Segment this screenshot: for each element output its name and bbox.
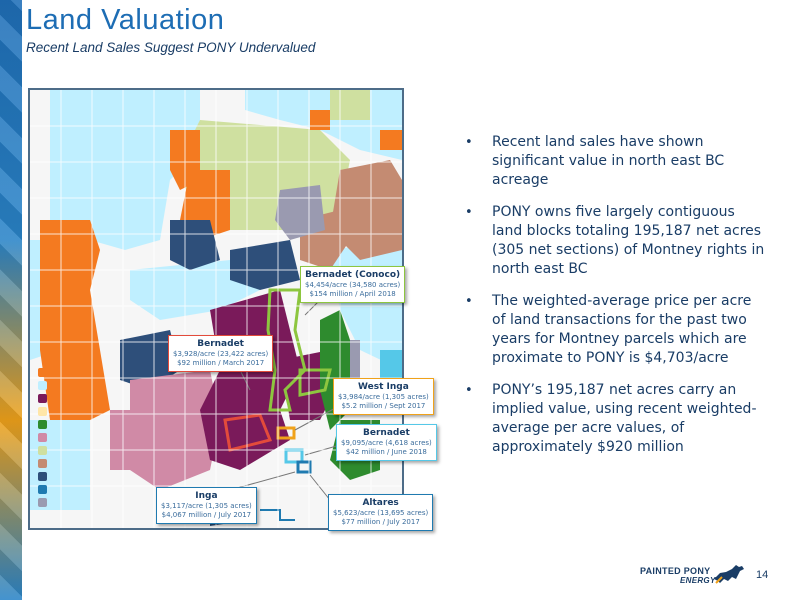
horse-logo-icon xyxy=(714,565,744,584)
callout-title: Bernadet xyxy=(197,339,244,349)
land-map-graphic xyxy=(30,90,402,528)
bullet-item: • Recent land sales have shown significan… xyxy=(465,133,765,190)
land-map xyxy=(28,88,404,530)
callout-total: $42 million / June 2018 xyxy=(345,448,427,456)
callout-price: $4,454/acre (34,580 acres) xyxy=(305,281,401,289)
callout-price: $5,623/acre (13,695 acres) xyxy=(333,509,429,517)
bullet-icon: • xyxy=(465,135,473,150)
legend-swatch xyxy=(38,446,47,455)
legend-swatch xyxy=(38,498,47,507)
callout-price: $3,928/acre (23,422 acres) xyxy=(173,350,269,358)
logo-name: PAINTED PONY xyxy=(640,566,711,576)
page-title: Land Valuation xyxy=(26,4,225,36)
bullet-item: • PONY’s 195,187 net acres carry an impli… xyxy=(465,381,765,457)
legend-swatch xyxy=(38,381,47,390)
callout-price: $3,117/acre (1,305 acres) xyxy=(161,502,252,510)
callout-price: $9,095/acre (4,618 acres) xyxy=(341,439,432,447)
callout-total: $5.2 million / Sept 2017 xyxy=(341,402,426,410)
callout-bernadet-march: Bernadet $3,928/acre (23,422 acres) $92 … xyxy=(168,335,274,372)
bullet-item: • PONY owns five largely contiguous land … xyxy=(465,203,765,279)
company-logo: PAINTED PONY ENERGY xyxy=(640,566,715,585)
callout-total: $4,067 million / July 2017 xyxy=(161,511,252,519)
bullet-text: The weighted-average price per acre of l… xyxy=(492,293,752,366)
page-number: 14 xyxy=(756,569,769,581)
legend-swatch xyxy=(38,407,47,416)
callout-title: Bernadet xyxy=(363,428,410,438)
legend-swatch xyxy=(38,472,47,481)
legend-swatch xyxy=(38,433,47,442)
bullet-icon: • xyxy=(465,294,473,309)
callout-title: Inga xyxy=(195,491,218,501)
legend-swatch xyxy=(38,394,47,403)
page-subtitle: Recent Land Sales Suggest PONY Undervalu… xyxy=(26,40,316,55)
bullet-text: PONY’s 195,187 net acres carry an implie… xyxy=(492,382,757,455)
callout-total: $154 million / April 2018 xyxy=(309,290,396,298)
bullet-list: • Recent land sales have shown significan… xyxy=(465,133,765,470)
callout-total: $92 million / March 2017 xyxy=(177,359,265,367)
legend-swatch xyxy=(38,485,47,494)
callout-title: West Inga xyxy=(358,382,409,392)
bullet-icon: • xyxy=(465,383,473,398)
legend-swatch xyxy=(38,459,47,468)
callout-bernadet-june: Bernadet $9,095/acre (4,618 acres) $42 m… xyxy=(336,424,437,461)
side-decoration-band xyxy=(0,0,22,600)
callout-title: Altares xyxy=(362,498,399,508)
callout-altares: Altares $5,623/acre (13,695 acres) $77 m… xyxy=(328,494,434,531)
bullet-icon: • xyxy=(465,205,473,220)
bullet-item: • The weighted-average price per acre of … xyxy=(465,292,765,368)
callout-bernadet-conoco: Bernadet (Conoco) $4,454/acre (34,580 ac… xyxy=(300,266,406,303)
callout-price: $3,984/acre (1,305 acres) xyxy=(338,393,429,401)
legend-swatch xyxy=(38,420,47,429)
legend-swatch xyxy=(38,368,47,377)
bullet-text: Recent land sales have shown significant… xyxy=(492,134,725,188)
callout-west-inga: West Inga $3,984/acre (1,305 acres) $5.2… xyxy=(333,378,434,415)
bullet-text: PONY owns five largely contiguous land b… xyxy=(492,204,765,277)
callout-inga: Inga $3,117/acre (1,305 acres) $4,067 mi… xyxy=(156,487,257,524)
callout-title: Bernadet (Conoco) xyxy=(305,270,401,280)
map-legend xyxy=(38,368,47,511)
logo-tagline: ENERGY xyxy=(680,576,716,585)
callout-total: $77 million / July 2017 xyxy=(341,518,420,526)
